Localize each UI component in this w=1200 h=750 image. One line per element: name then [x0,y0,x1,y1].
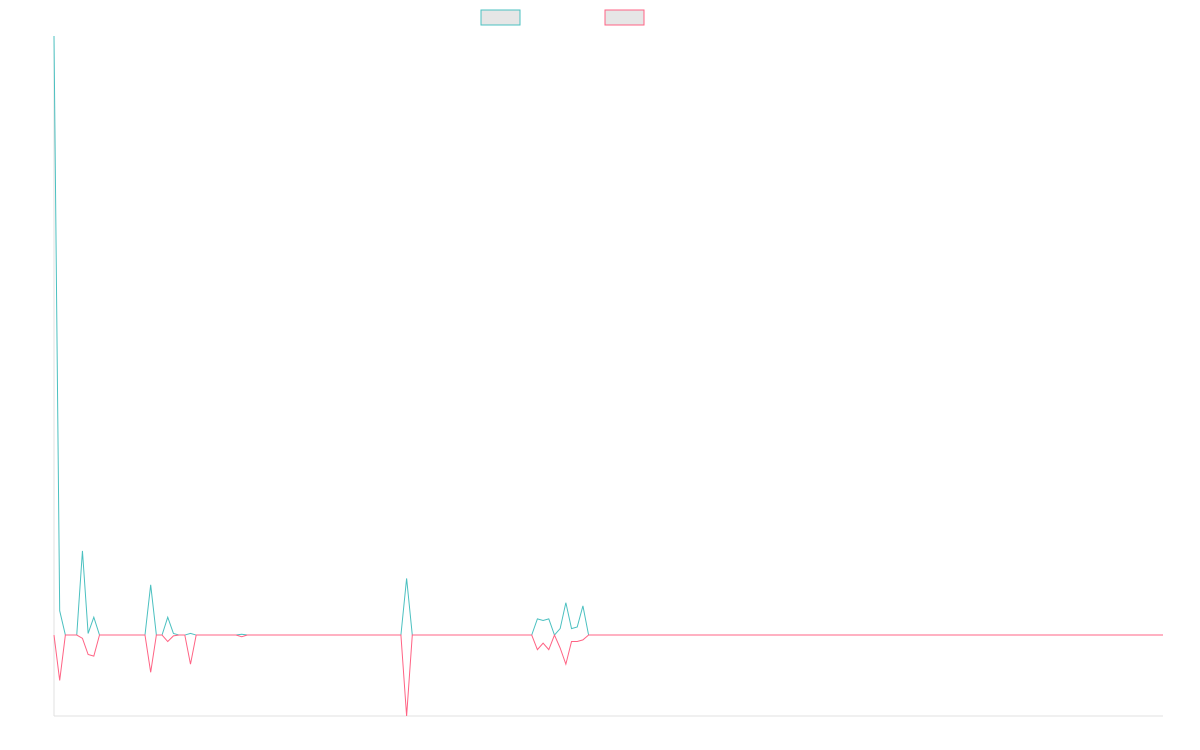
series-line-1 [53,35,1163,637]
legend-swatch-1[interactable] [480,9,521,26]
series-line-2 [53,633,1163,717]
legend-swatch-2[interactable] [604,9,645,26]
